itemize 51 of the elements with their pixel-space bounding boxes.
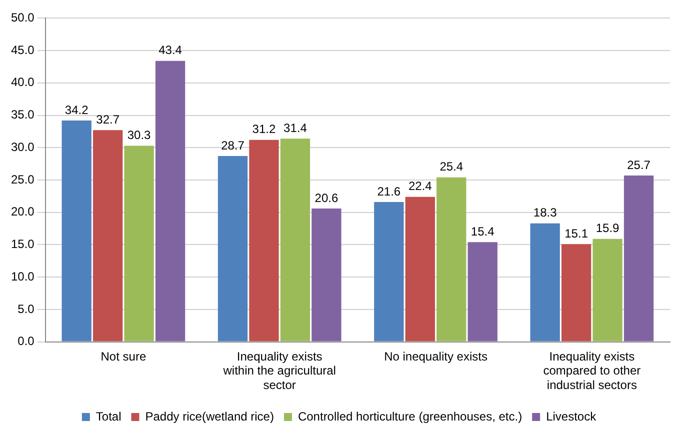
legend-label: Livestock (546, 409, 598, 424)
bar (374, 202, 404, 342)
x-tick-label: Inequality exists compared to other industrial sectors (543, 349, 641, 392)
legend-label: Paddy rice(wetland rice) (145, 409, 274, 424)
y-tick-label: 15.0 (10, 237, 35, 252)
y-tick-label: 50.0 (10, 10, 35, 25)
data-label: 15.9 (596, 221, 620, 236)
x-tick-label: No inequality exists (384, 349, 488, 364)
bar (280, 138, 310, 342)
bar (530, 223, 560, 342)
y-tick-label: 30.0 (10, 140, 35, 154)
data-label: 18.3 (533, 206, 558, 220)
bar (312, 208, 342, 342)
data-label: 31.2 (252, 122, 276, 136)
y-tick-label: 25.0 (10, 172, 35, 186)
data-label: 15.1 (564, 226, 588, 240)
bar (62, 120, 92, 342)
bar (624, 175, 654, 342)
x-tick-label: Not sure (100, 349, 146, 364)
bar (592, 238, 622, 342)
bar (92, 130, 123, 342)
legend-label: Total (96, 409, 122, 424)
data-label: 15.4 (470, 224, 495, 238)
legend-label: Controlled horticulture (greenhouses, etc.) (298, 409, 522, 424)
y-tick-label: 5.0 (18, 302, 35, 316)
bar (218, 156, 248, 342)
y-tick-label: 35.0 (10, 108, 35, 122)
data-label: 21.6 (377, 184, 401, 198)
data-label: 22.4 (408, 179, 432, 194)
bar (249, 140, 279, 342)
data-label: 28.7 (221, 138, 245, 152)
data-label: 43.4 (158, 43, 182, 58)
data-label: 32.7 (96, 112, 120, 126)
data-label: 30.3 (127, 128, 152, 142)
data-label: 20.6 (314, 190, 338, 205)
data-label: 31.4 (284, 120, 308, 135)
y-tick-label: 0.0 (18, 334, 35, 348)
y-tick-label: 45.0 (10, 42, 35, 57)
y-tick-label: 40.0 (10, 75, 35, 90)
bar (436, 177, 466, 342)
y-tick-label: 10.0 (10, 269, 35, 284)
bar (468, 242, 498, 342)
bar (561, 244, 592, 342)
data-label: 25.7 (627, 158, 651, 172)
bar (124, 146, 154, 342)
bar (155, 60, 186, 342)
data-label: 34.2 (64, 102, 89, 117)
x-tick-label: Inequality exists within the agricultural sector (222, 349, 336, 392)
data-label: 25.4 (440, 160, 464, 174)
y-tick-label: 20.0 (10, 204, 35, 219)
bar (405, 196, 435, 342)
